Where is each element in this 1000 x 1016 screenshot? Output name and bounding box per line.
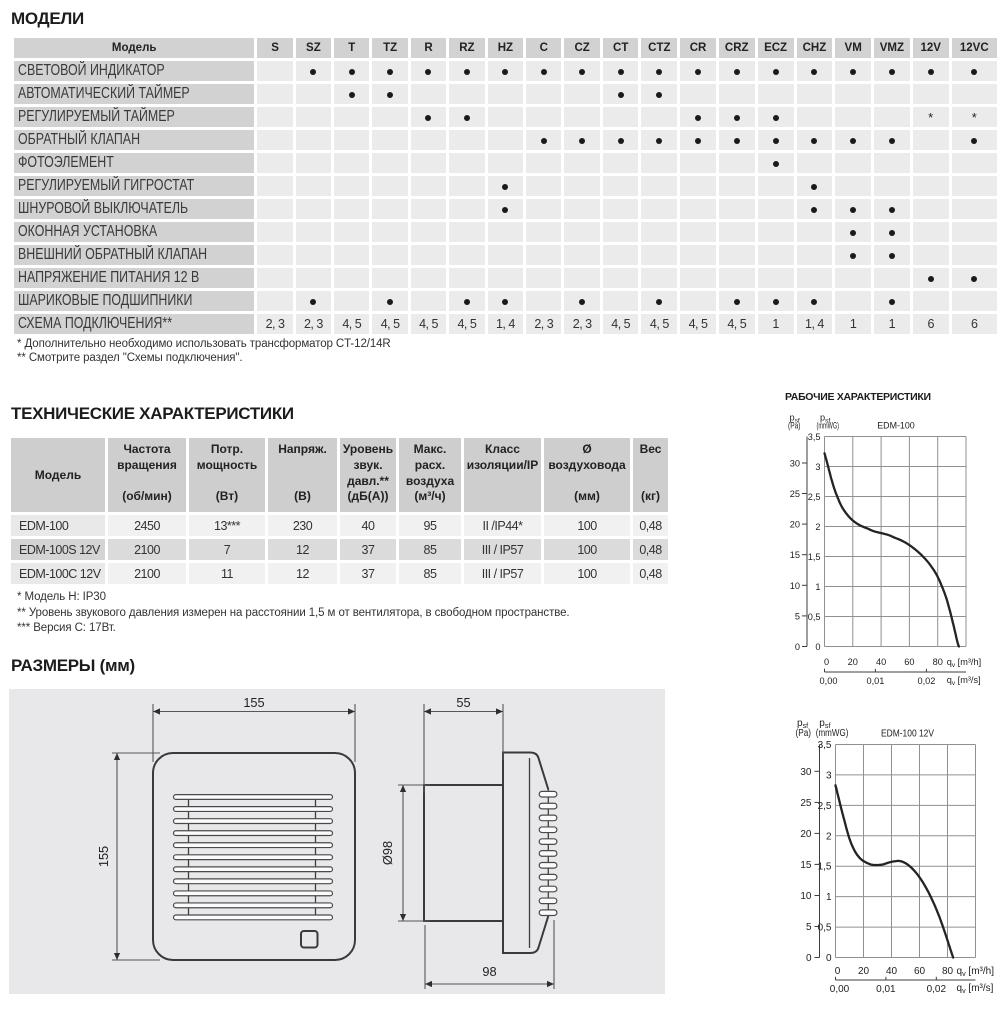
svg-text:(mmWG): (mmWG) [817,421,840,431]
svg-text:psf: psf [819,718,830,730]
svg-text:20: 20 [800,829,812,840]
svg-text:3,5: 3,5 [808,432,821,442]
svg-text:2,5: 2,5 [808,492,821,502]
svg-text:0: 0 [824,657,829,667]
svg-text:15: 15 [800,860,812,871]
svg-text:15: 15 [790,550,800,560]
svg-text:0: 0 [815,642,820,652]
svg-text:psf: psf [797,718,808,730]
svg-text:0,01: 0,01 [866,676,884,686]
svg-text:30: 30 [790,459,800,469]
svg-text:0: 0 [826,953,832,964]
svg-text:0,00: 0,00 [820,676,838,686]
svg-text:psf: psf [820,413,830,425]
svg-text:EDM-100 12V: EDM-100 12V [881,729,934,740]
svg-text:0,5: 0,5 [808,612,821,622]
svg-text:qv [m³/s]: qv [m³/s] [947,675,981,687]
svg-text:40: 40 [876,657,886,667]
svg-text:qv [m³/h]: qv [m³/h] [957,966,995,978]
svg-text:10: 10 [790,581,800,591]
svg-text:5: 5 [806,922,812,933]
svg-text:0,02: 0,02 [927,984,947,995]
svg-text:55: 55 [456,695,470,710]
svg-text:3: 3 [815,462,820,472]
svg-text:1: 1 [826,892,832,903]
svg-text:1: 1 [815,582,820,592]
svg-text:5: 5 [795,611,800,621]
svg-text:0: 0 [806,953,812,964]
svg-text:80: 80 [942,966,954,977]
svg-text:155: 155 [96,846,111,867]
svg-text:0: 0 [795,642,800,652]
svg-text:20: 20 [790,520,800,530]
svg-text:0: 0 [835,966,841,977]
svg-text:2: 2 [826,831,832,842]
svg-text:20: 20 [848,657,858,667]
svg-text:(Pa): (Pa) [788,421,801,431]
svg-text:25: 25 [800,798,812,809]
svg-text:20: 20 [858,966,870,977]
svg-text:(Pa): (Pa) [796,728,812,739]
svg-text:98: 98 [482,964,496,979]
svg-text:40: 40 [886,966,898,977]
svg-text:60: 60 [914,966,926,977]
svg-text:10: 10 [800,891,812,902]
svg-text:Ø98: Ø98 [380,841,395,865]
svg-text:80: 80 [933,657,943,667]
svg-text:2: 2 [815,522,820,532]
svg-text:(mmWG): (mmWG) [816,728,849,739]
svg-text:30: 30 [800,767,812,778]
svg-text:EDM-100: EDM-100 [877,421,915,431]
svg-text:25: 25 [790,489,800,499]
svg-text:2,5: 2,5 [818,801,832,812]
svg-text:qv [m³/h]: qv [m³/h] [947,657,981,669]
svg-text:0,5: 0,5 [818,923,832,934]
svg-text:60: 60 [904,657,914,667]
svg-text:1,5: 1,5 [808,552,821,562]
svg-text:0,02: 0,02 [917,676,935,686]
svg-text:0,01: 0,01 [876,984,896,995]
svg-text:3: 3 [826,770,832,781]
svg-text:1,5: 1,5 [818,862,832,873]
svg-text:psf: psf [790,413,800,425]
svg-text:qv [m³/s]: qv [m³/s] [957,983,994,995]
svg-text:3,5: 3,5 [818,740,832,751]
svg-text:0,00: 0,00 [830,984,850,995]
svg-text:155: 155 [243,695,264,710]
